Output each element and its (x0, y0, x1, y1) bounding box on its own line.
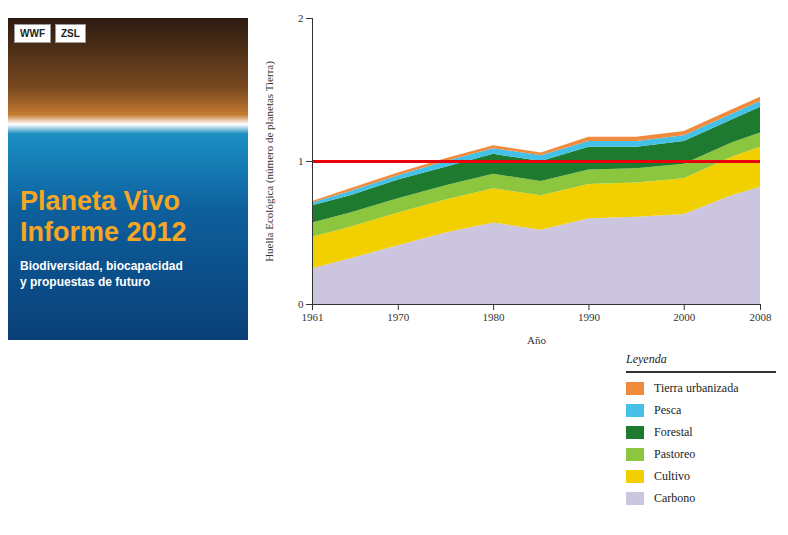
html-text:y propuestas de futuro: y propuestas de futuro (20, 275, 150, 289)
html-text:Carbono: Carbono (654, 490, 696, 505)
svg-text:2000: 2000 (673, 311, 696, 323)
html-text:Pastoreo: Pastoreo (654, 446, 696, 461)
html-text:ZSL: ZSL (61, 28, 80, 39)
html-text:Pesca: Pesca (654, 402, 682, 417)
html-text:Cultivo: Cultivo (654, 468, 690, 483)
html-text:Informe 2012: Informe 2012 (20, 217, 187, 247)
html-text:Planeta Vivo: Planeta Vivo (20, 186, 181, 216)
svg-text:1980: 1980 (483, 311, 506, 323)
svg-text:1961: 1961 (302, 311, 324, 323)
svg-text:2: 2 (298, 12, 304, 24)
svg-text:Año: Año (527, 334, 546, 346)
svg-text:1: 1 (298, 155, 304, 167)
svg-text:1990: 1990 (578, 311, 601, 323)
html-text:Tierra urbanizada: Tierra urbanizada (654, 380, 739, 395)
svg-text:1970: 1970 (387, 311, 410, 323)
svg-text:Huella Ecológica (número de pl: Huella Ecológica (número de planetas Tie… (263, 61, 276, 262)
html-text:Leyenda: Leyenda (626, 352, 667, 366)
svg-text:2008: 2008 (750, 311, 773, 323)
html-text:Biodiversidad, biocapacidad: Biodiversidad, biocapacidad (20, 259, 183, 273)
html-text:WWF: WWF (20, 28, 45, 39)
svg-text:0: 0 (298, 298, 304, 310)
html-text:Forestal: Forestal (654, 424, 693, 439)
